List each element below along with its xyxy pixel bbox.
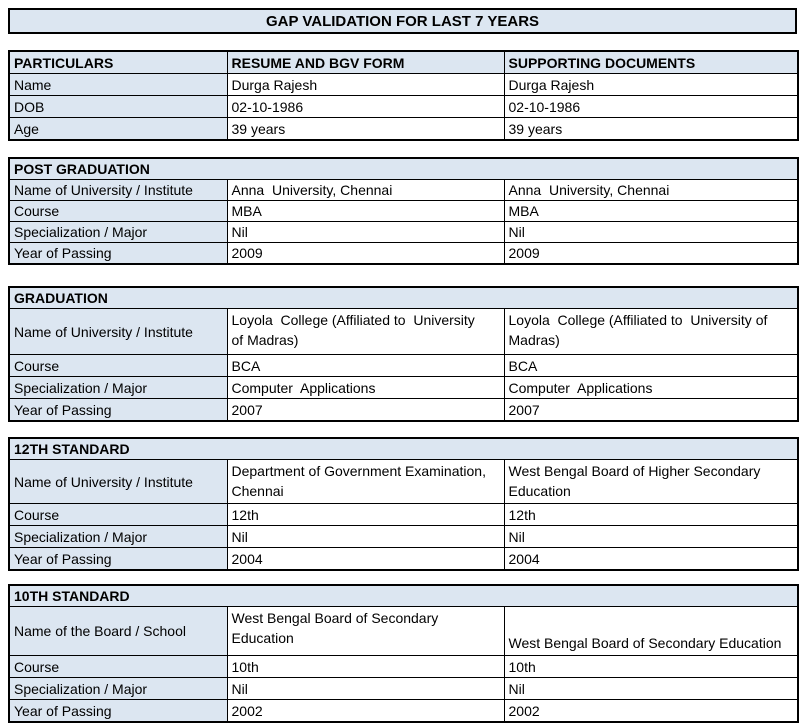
section-header-row: 10TH STANDARD xyxy=(8,584,799,607)
table-graduation: GRADUATION Name of University / Institut… xyxy=(8,286,800,422)
label-cell: Age xyxy=(8,117,228,141)
value-cell: Computer Applications xyxy=(226,376,505,399)
document: GAP VALIDATION FOR LAST 7 YEARS PARTICUL… xyxy=(8,8,800,723)
value-cell: Department of Government Examination, Ch… xyxy=(226,459,505,504)
section-header-cell: 12TH STANDARD xyxy=(8,437,799,460)
value-cell: 2004 xyxy=(503,547,799,571)
label-cell: Specialization / Major xyxy=(8,525,228,548)
value-cell: 2009 xyxy=(226,242,505,265)
value-cell: 10th xyxy=(503,655,799,678)
table-row: Name of the Board / School West Bengal B… xyxy=(8,606,799,656)
value-cell: 02-10-1986 xyxy=(503,95,799,118)
document-title: GAP VALIDATION FOR LAST 7 YEARS xyxy=(265,12,540,30)
section-header-cell: GRADUATION xyxy=(8,286,799,309)
value-cell: West Bengal Board of Secondary Education xyxy=(503,606,799,656)
value-cell: Computer Applications xyxy=(503,376,799,399)
value-cell: Durga Rajesh xyxy=(226,73,505,96)
value-cell: Nil xyxy=(226,525,505,548)
table-12th-standard: 12TH STANDARD Name of University / Insti… xyxy=(8,437,800,571)
value-cell: Loyola College (Affiliated to University… xyxy=(226,308,505,355)
table-row: Specialization / Major Nil Nil xyxy=(8,677,799,700)
value-cell: 39 years xyxy=(503,117,799,141)
value-cell: BCA xyxy=(226,354,505,377)
table-row: Year of Passing 2007 2007 xyxy=(8,398,799,422)
table-row: Specialization / Major Nil Nil xyxy=(8,221,799,243)
value-cell: 2007 xyxy=(503,398,799,422)
label-cell: Year of Passing xyxy=(8,398,228,422)
value-cell: 2002 xyxy=(226,699,505,723)
table-row: DOB 02-10-1986 02-10-1986 xyxy=(8,95,799,118)
label-cell: Year of Passing xyxy=(8,242,228,265)
column-header-cell: RESUME AND BGV FORM xyxy=(226,50,505,74)
table-row: Name of University / Institute Anna Univ… xyxy=(8,179,799,201)
label-cell: Course xyxy=(8,354,228,377)
column-header-cell: PARTICULARS xyxy=(8,50,228,74)
column-header-cell: SUPPORTING DOCUMENTS xyxy=(503,50,799,74)
label-cell: Name of University / Institute xyxy=(8,308,228,355)
value-cell: 39 years xyxy=(226,117,505,141)
value-cell: Anna University, Chennai xyxy=(226,179,505,201)
value-cell: Nil xyxy=(503,677,799,700)
table-row: Course BCA BCA xyxy=(8,354,799,377)
label-cell: Year of Passing xyxy=(8,547,228,571)
value-cell: 02-10-1986 xyxy=(226,95,505,118)
table-row: Year of Passing 2002 2002 xyxy=(8,699,799,723)
section-header-row: GRADUATION xyxy=(8,286,799,309)
value-cell: 12th xyxy=(226,503,505,526)
label-cell: Name of the Board / School xyxy=(8,606,228,656)
value-cell: West Bengal Board of Secondary Education xyxy=(226,606,505,656)
table-row: Specialization / Major Computer Applicat… xyxy=(8,376,799,399)
document-title-bar: GAP VALIDATION FOR LAST 7 YEARS xyxy=(8,8,797,34)
section-header-row: POST GRADUATION xyxy=(8,157,799,180)
value-cell: 2002 xyxy=(503,699,799,723)
value-cell: West Bengal Board of Higher Secondary Ed… xyxy=(503,459,799,504)
table-row: Name of University / Institute Departmen… xyxy=(8,459,799,504)
label-cell: Specialization / Major xyxy=(8,376,228,399)
label-cell: Course xyxy=(8,503,228,526)
table-row: Course 10th 10th xyxy=(8,655,799,678)
label-cell: Course xyxy=(8,655,228,678)
value-cell: Nil xyxy=(503,525,799,548)
value-cell: 2004 xyxy=(226,547,505,571)
value-cell: 12th xyxy=(503,503,799,526)
value-cell: 2007 xyxy=(226,398,505,422)
table-10th-standard: 10TH STANDARD Name of the Board / School… xyxy=(8,584,800,723)
label-cell: Name of University / Institute xyxy=(8,459,228,504)
label-cell: Specialization / Major xyxy=(8,677,228,700)
table-post-graduation: POST GRADUATION Name of University / Ins… xyxy=(8,157,800,265)
label-cell: DOB xyxy=(8,95,228,118)
value-cell: Nil xyxy=(503,221,799,243)
value-cell: 2009 xyxy=(503,242,799,265)
table-row: Specialization / Major Nil Nil xyxy=(8,525,799,548)
label-cell: Name xyxy=(8,73,228,96)
table-row: Year of Passing 2004 2004 xyxy=(8,547,799,571)
table-row: Name Durga Rajesh Durga Rajesh xyxy=(8,73,799,96)
table-row: Course MBA MBA xyxy=(8,200,799,222)
section-header-row: 12TH STANDARD xyxy=(8,437,799,460)
value-cell: Nil xyxy=(226,677,505,700)
table-row: Name of University / Institute Loyola Co… xyxy=(8,308,799,355)
value-cell: Nil xyxy=(226,221,505,243)
value-cell: 10th xyxy=(226,655,505,678)
label-cell: Course xyxy=(8,200,228,222)
table-particulars: PARTICULARS RESUME AND BGV FORM SUPPORTI… xyxy=(8,50,799,141)
value-cell: MBA xyxy=(226,200,505,222)
value-cell: Anna University, Chennai xyxy=(503,179,799,201)
value-cell: MBA xyxy=(503,200,799,222)
section-header-cell: POST GRADUATION xyxy=(8,157,799,180)
table-row: Course 12th 12th xyxy=(8,503,799,526)
column-header-row: PARTICULARS RESUME AND BGV FORM SUPPORTI… xyxy=(8,50,799,74)
table-row: Year of Passing 2009 2009 xyxy=(8,242,799,265)
table-row: Age 39 years 39 years xyxy=(8,117,799,141)
value-cell: BCA xyxy=(503,354,799,377)
label-cell: Year of Passing xyxy=(8,699,228,723)
label-cell: Specialization / Major xyxy=(8,221,228,243)
label-cell: Name of University / Institute xyxy=(8,179,228,201)
section-header-cell: 10TH STANDARD xyxy=(8,584,799,607)
value-cell: Durga Rajesh xyxy=(503,73,799,96)
value-cell: Loyola College (Affiliated to University… xyxy=(503,308,799,355)
